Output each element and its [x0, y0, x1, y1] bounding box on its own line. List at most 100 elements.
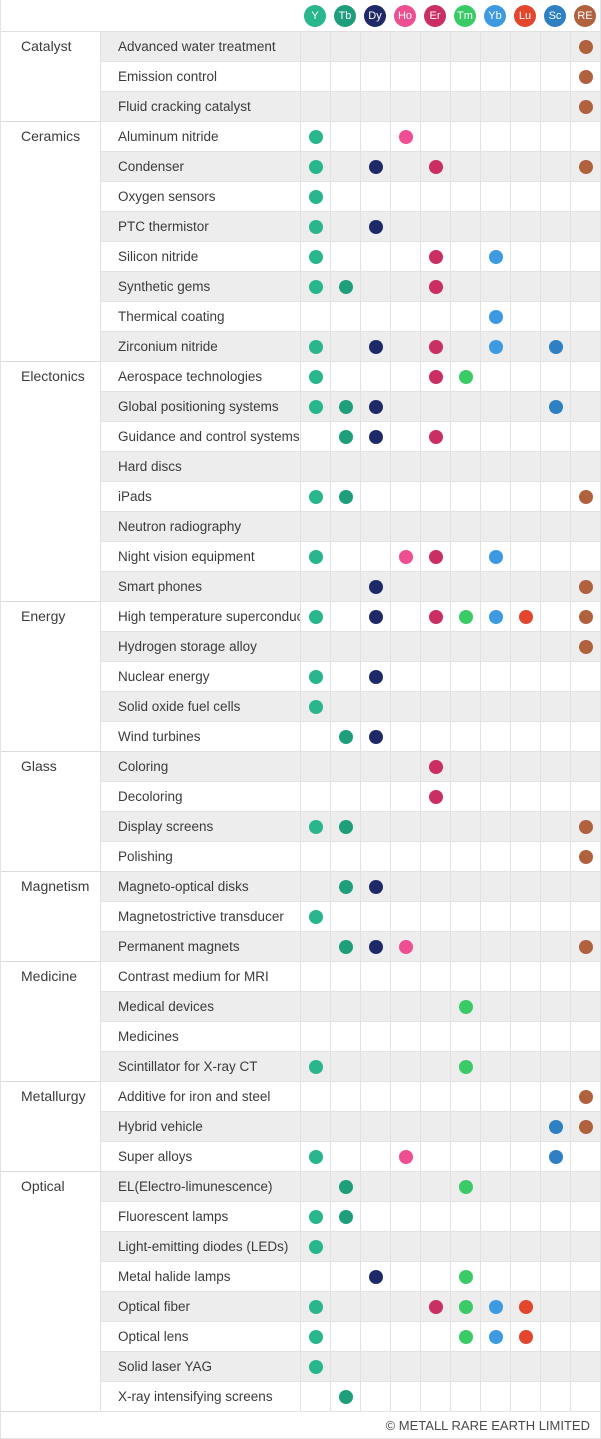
- matrix-cell-RE: [570, 632, 600, 661]
- matrix-cell-RE: [570, 1292, 600, 1321]
- matrix-cell-Sc: [540, 902, 570, 931]
- matrix-cell-Y: [300, 1322, 330, 1351]
- matrix-cell-Tb: [330, 1172, 360, 1201]
- matrix-cell-Er: [420, 482, 450, 511]
- matrix-cell-Ho: [390, 1322, 420, 1351]
- matrix-cell-Er: [420, 902, 450, 931]
- matrix-cell-Lu: [510, 902, 540, 931]
- matrix-cell-Ho: [390, 1292, 420, 1321]
- matrix-cell-RE: [570, 1322, 600, 1351]
- matrix-cell-Ho: [390, 452, 420, 481]
- matrix-cell-Er: [420, 782, 450, 811]
- matrix-cell-Ho: [390, 482, 420, 511]
- usage-dot-Er: [428, 789, 443, 804]
- element-header: Y Tb Dy Ho Er Tm Yb Lu Sc RE: [1, 0, 600, 32]
- matrix-cell-Yb: [480, 62, 510, 91]
- matrix-cell-RE: [570, 572, 600, 601]
- matrix-cell-Tb: [330, 1022, 360, 1051]
- application-label: Optical lens: [118, 1329, 189, 1344]
- matrix-cell-Dy: [360, 452, 390, 481]
- matrix-cell-Y: [300, 1262, 330, 1291]
- matrix-cell-Ho: [390, 602, 420, 631]
- matrix-cell-Tm: [450, 122, 480, 151]
- usage-dot-Dy: [368, 1269, 383, 1284]
- matrix-cell-Ho: [390, 662, 420, 691]
- matrix-cell-Sc: [540, 92, 570, 121]
- matrix-cell-RE: [570, 1352, 600, 1381]
- usage-dot-Tb: [338, 1209, 353, 1224]
- matrix-cell-RE: [570, 1082, 600, 1111]
- matrix-cell-Lu: [510, 392, 540, 421]
- matrix-cell-Y: [300, 302, 330, 331]
- usage-dot-Y: [308, 1059, 323, 1074]
- matrix-cell-Yb: [480, 1112, 510, 1141]
- usage-dot-RE: [578, 819, 593, 834]
- usage-dot-Y: [308, 249, 323, 264]
- matrix-cell-Dy: [360, 302, 390, 331]
- application-label: Neutron radiography: [118, 519, 242, 534]
- table-row: Coloring: [101, 752, 600, 782]
- matrix-cell-Er: [420, 212, 450, 241]
- usage-dot-Tm: [458, 1329, 473, 1344]
- usage-dot-Yb: [488, 1329, 503, 1344]
- matrix-cell-Sc: [540, 812, 570, 841]
- matrix-cell-Y: [300, 62, 330, 91]
- table-row: Solid laser YAG: [101, 1352, 600, 1382]
- table-row: Medical devices: [101, 992, 600, 1022]
- matrix-cell-Lu: [510, 62, 540, 91]
- matrix-cell-Yb: [480, 482, 510, 511]
- matrix-cell-Tm: [450, 422, 480, 451]
- matrix-cell-Sc: [540, 1292, 570, 1321]
- category-cell: Ceramics: [1, 122, 100, 362]
- table-row: Hydrogen storage alloy: [101, 632, 600, 662]
- matrix-cell-Lu: [510, 1292, 540, 1321]
- application-label: iPads: [118, 489, 152, 504]
- matrix-cell-Tm: [450, 1082, 480, 1111]
- matrix-cell-Tm: [450, 92, 480, 121]
- matrix-cell-Tb: [330, 932, 360, 961]
- matrix-cell-Dy: [360, 1142, 390, 1171]
- matrix-cell-Ho: [390, 572, 420, 601]
- table-row: Fluorescent lamps: [101, 1202, 600, 1232]
- matrix-cell-Lu: [510, 1052, 540, 1081]
- matrix-cell-Y: [300, 242, 330, 271]
- matrix-cell-Dy: [360, 602, 390, 631]
- matrix-cell-Dy: [360, 632, 390, 661]
- matrix-cell-Dy: [360, 902, 390, 931]
- matrix-cell-RE: [570, 812, 600, 841]
- matrix-cell-Ho: [390, 542, 420, 571]
- matrix-cell-Sc: [540, 362, 570, 391]
- matrix-cell-Sc: [540, 722, 570, 751]
- matrix-cell-Tb: [330, 92, 360, 121]
- matrix-cell-Dy: [360, 152, 390, 181]
- matrix-cell-Dy: [360, 992, 390, 1021]
- matrix-cell-Lu: [510, 1172, 540, 1201]
- matrix-cell-Sc: [540, 662, 570, 691]
- matrix-cell-Sc: [540, 302, 570, 331]
- matrix-cell-Tm: [450, 1052, 480, 1081]
- matrix-cell-RE: [570, 1382, 600, 1411]
- matrix-cell-Er: [420, 572, 450, 601]
- matrix-cell-Tm: [450, 212, 480, 241]
- matrix-cell-Y: [300, 812, 330, 841]
- matrix-cell-Er: [420, 1112, 450, 1141]
- matrix-cell-Tb: [330, 212, 360, 241]
- matrix-cell-RE: [570, 482, 600, 511]
- matrix-cell-Sc: [540, 1232, 570, 1261]
- matrix-cell-Tm: [450, 1202, 480, 1231]
- matrix-cell-Sc: [540, 1322, 570, 1351]
- application-label: Night vision equipment: [118, 549, 255, 564]
- matrix-cell-Er: [420, 182, 450, 211]
- usage-dot-Er: [428, 249, 443, 264]
- matrix-cell-Lu: [510, 122, 540, 151]
- matrix-cell-Er: [420, 632, 450, 661]
- application-label: Hydrogen storage alloy: [118, 639, 257, 654]
- matrix-cell-Lu: [510, 512, 540, 541]
- usage-dot-Dy: [368, 159, 383, 174]
- table-row: Light-emitting diodes (LEDs): [101, 1232, 600, 1262]
- matrix-cell-Tm: [450, 632, 480, 661]
- matrix-cell-Tb: [330, 872, 360, 901]
- table-row: Display screens: [101, 812, 600, 842]
- matrix-cell-Ho: [390, 332, 420, 361]
- usage-dot-Tb: [338, 399, 353, 414]
